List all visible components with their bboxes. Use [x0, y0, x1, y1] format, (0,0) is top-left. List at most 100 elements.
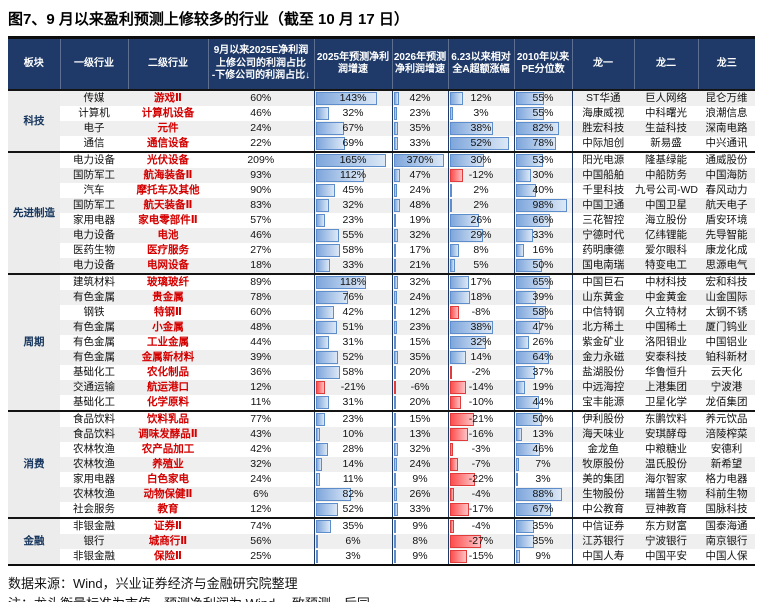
negative-bar — [449, 443, 453, 456]
cell-2025-growth-value: 28% — [342, 443, 364, 455]
cell-industry2: 农产品加工 — [141, 443, 195, 455]
cell-2025-growth-value: 14% — [342, 458, 364, 470]
cell-upgrade-ratio: 24% — [250, 473, 272, 485]
cell-leader3: 春风动力 — [705, 184, 748, 196]
cell-leader3: 国泰海通 — [698, 517, 755, 534]
cell-excess-return-value: 26% — [470, 214, 492, 226]
figure-footer: 数据来源：Wind，兴业证券经济与金融研究院整理 注：龙头衡量标准为市值，预测净… — [8, 574, 755, 602]
cell-leader3: 铂科新材 — [698, 350, 755, 365]
positive-bar — [449, 291, 471, 304]
cell-excess-return-value: 3% — [473, 107, 489, 119]
cell-industry1: 电子 — [60, 121, 128, 136]
cell-leader3: 涪陵榨菜 — [698, 427, 755, 442]
positive-bar — [315, 550, 318, 563]
cell-2026-growth-value: 20% — [409, 366, 431, 378]
cell-2026-growth-value: 21% — [409, 259, 431, 271]
positive-bar — [449, 244, 459, 257]
cell-upgrade-ratio: 12% — [208, 380, 314, 395]
cell-2025-growth: 58% — [313, 243, 392, 258]
section-label: 科技 — [8, 89, 60, 152]
cell-leader1: 牧原股份 — [572, 457, 634, 472]
column-header-sector: 板块 — [8, 37, 61, 90]
cell-leader3: 南京银行 — [698, 534, 755, 549]
cell-pe-percentile-value: 7% — [535, 458, 551, 470]
cell-excess-return-value: 14% — [470, 351, 492, 363]
cell-pe-percentile-value: 39% — [532, 291, 554, 303]
positive-bar — [393, 276, 398, 289]
cell-2026-growth-value: 26% — [409, 488, 431, 500]
cell-upgrade-ratio: 46% — [250, 107, 272, 119]
positive-bar — [515, 184, 537, 197]
cell-excess-return-value: -4% — [471, 520, 491, 532]
cell-2026-growth: 24% — [391, 290, 448, 305]
positive-bar — [515, 336, 530, 349]
cell-2026-growth: -6% — [391, 380, 448, 395]
cell-2025-growth-value: 11% — [342, 473, 364, 485]
cell-upgrade-ratio: 60% — [208, 89, 314, 106]
cell-leader1: 海康威视 — [582, 107, 625, 119]
cell-pe-percentile: 33% — [513, 228, 573, 243]
cell-excess-return: 12% — [447, 89, 514, 106]
table-row: 通信 通信设备 22% 69% 33% 52% 78% 中际旭创 新易盛 中兴通讯 — [8, 136, 755, 152]
table-row: 计算机 计算机设备 46% 32% 23% 3% 55% 海康威视 中科曙光 浪潮信息 — [8, 106, 755, 121]
cell-leader1: 海天味业 — [572, 427, 634, 442]
cell-excess-return: -4% — [447, 517, 514, 534]
cell-excess-return-value: -2% — [471, 366, 491, 378]
cell-excess-return-value: -4% — [471, 488, 491, 500]
cell-2025-growth-value: 52% — [342, 351, 364, 363]
cell-2026-growth-value: 23% — [409, 321, 431, 333]
positive-bar — [449, 214, 480, 227]
cell-excess-return: -15% — [447, 549, 514, 565]
positive-bar — [515, 137, 557, 150]
negative-bar — [449, 488, 455, 501]
cell-excess-return-value: 2% — [473, 184, 489, 196]
cell-excess-return: -21% — [447, 410, 514, 427]
cell-pe-percentile-value: 82% — [532, 122, 554, 134]
cell-excess-return: 30% — [447, 151, 514, 168]
cell-excess-return-value: 38% — [470, 122, 492, 134]
column-header-l1: 龙一 — [572, 37, 635, 90]
cell-leader3: 厦门钨业 — [698, 320, 755, 335]
cell-2025-growth-value: 118% — [339, 276, 367, 288]
cell-leader3: 先导智能 — [698, 228, 755, 243]
positive-bar — [393, 396, 397, 409]
cell-leader2: 中国平安 — [645, 550, 687, 562]
cell-upgrade-ratio: 36% — [250, 366, 272, 378]
cell-2026-growth: 17% — [391, 243, 448, 258]
positive-bar — [515, 259, 542, 272]
cell-2025-growth: 31% — [313, 335, 392, 350]
cell-upgrade-ratio: 25% — [250, 550, 272, 562]
cell-leader2: 久立特材 — [645, 306, 687, 318]
cell-leader3: 龙佰集团 — [705, 396, 748, 408]
cell-2026-growth-value: 35% — [409, 122, 431, 134]
cell-2025-growth: 23% — [313, 410, 392, 427]
cell-industry2: 贵金属 — [128, 290, 208, 305]
cell-leader3: 中兴通讯 — [705, 137, 748, 149]
cell-2025-growth: -21% — [313, 380, 392, 395]
table-row: 家用电器 白色家电 24% 11% 9% -22% 3% 美的集团 海尔智家 格力电器 — [8, 472, 755, 487]
cell-pe-percentile-value: 26% — [532, 336, 554, 348]
cell-2026-growth-value: 48% — [409, 199, 431, 211]
positive-bar — [393, 92, 400, 105]
cell-2025-growth: 10% — [313, 427, 392, 442]
cell-leader3: 盾安环境 — [705, 214, 748, 226]
cell-pe-percentile-value: 67% — [532, 503, 554, 515]
cell-upgrade-ratio: 90% — [250, 184, 272, 196]
cell-excess-return-value: -21% — [468, 413, 494, 425]
cell-pe-percentile: 35% — [513, 517, 573, 534]
cell-2026-growth: 21% — [391, 258, 448, 274]
cell-industry2: 农化制品 — [147, 366, 189, 378]
cell-pe-percentile-value: 50% — [532, 413, 554, 425]
cell-leader2: 亿纬锂能 — [634, 228, 698, 243]
cell-leader1: 金龙鱼 — [587, 443, 620, 455]
table-row: 银行 城商行Ⅱ 56% 6% 8% -27% 35% 江苏银行 宁波银行 南京银行 — [8, 534, 755, 549]
cell-leader1: 胜宏科技 — [572, 121, 634, 136]
cell-excess-return: 2% — [447, 198, 514, 213]
cell-excess-return-value: 5% — [473, 259, 489, 271]
cell-excess-return: 18% — [447, 290, 514, 305]
cell-2025-growth: 32% — [313, 106, 392, 121]
cell-2026-growth-value: 15% — [409, 413, 431, 425]
cell-industry1: 农林牧渔 — [73, 443, 115, 455]
cell-excess-return-value: -10% — [468, 396, 494, 408]
cell-leader1: 中信证券 — [572, 517, 634, 534]
